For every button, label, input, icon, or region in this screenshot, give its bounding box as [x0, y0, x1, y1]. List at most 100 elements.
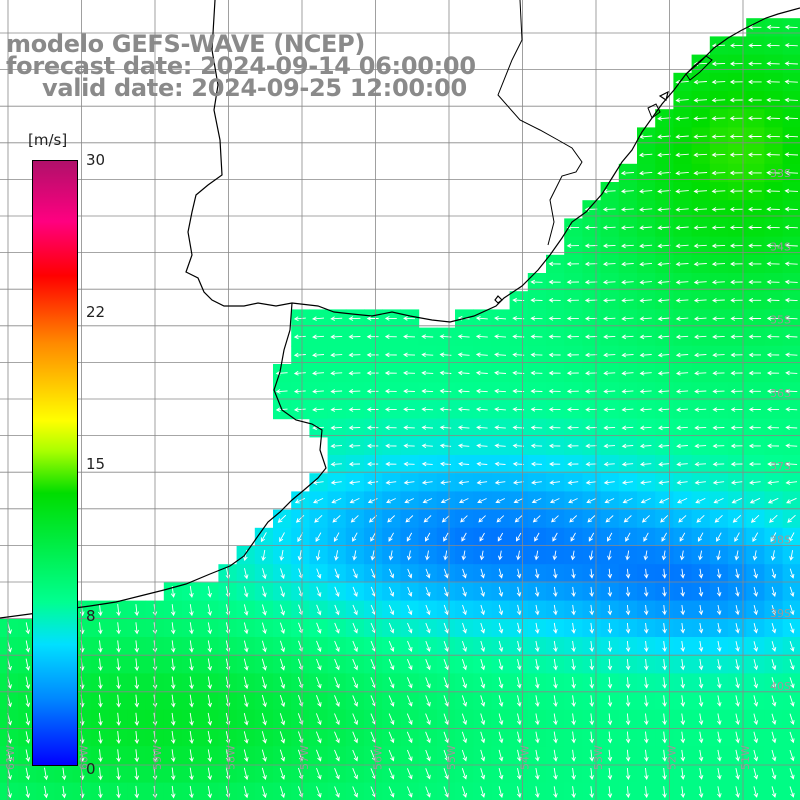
wind-arrow	[730, 334, 743, 340]
wind-arrow	[716, 623, 722, 634]
wind-arrow	[480, 749, 486, 762]
wind-arrow	[494, 334, 507, 339]
wind-arrow	[385, 480, 397, 485]
wind-arrow	[407, 586, 413, 597]
wind-arrow	[661, 550, 667, 561]
wind-arrow	[516, 713, 522, 726]
wind-arrow	[352, 731, 358, 744]
wind-arrow	[589, 767, 595, 780]
wind-arrow	[604, 498, 615, 504]
wind-arrow	[98, 712, 103, 726]
wind-arrow	[293, 370, 306, 376]
wind-arrow	[277, 514, 287, 523]
wind-arrow	[771, 568, 777, 579]
wind-arrow	[534, 604, 540, 616]
wind-arrow	[457, 425, 470, 430]
wind-arrow	[571, 695, 576, 708]
wind-arrow	[366, 334, 379, 339]
lat-label: 38S	[770, 534, 791, 547]
wind-arrow	[553, 622, 558, 634]
wind-arrow	[639, 407, 652, 413]
wind-arrow	[170, 694, 176, 708]
wind-arrow	[771, 659, 777, 671]
wind-arrow	[170, 640, 176, 653]
wind-arrow	[532, 515, 541, 523]
wind-arrow	[567, 480, 579, 485]
wind-arrow	[516, 677, 522, 689]
wind-arrow	[566, 298, 579, 303]
wind-arrow	[785, 388, 798, 394]
wind-arrow	[644, 695, 649, 708]
wind-speed-field	[0, 18, 800, 800]
wind-arrow	[98, 604, 103, 617]
wind-arrow	[766, 352, 780, 358]
wind-arrow	[443, 677, 449, 689]
wind-arrow	[621, 407, 634, 412]
wind-arrow	[457, 443, 470, 449]
wind-arrow	[735, 786, 740, 799]
wind-arrow	[566, 261, 580, 267]
colorbar-tick-15: 15	[86, 455, 106, 473]
wind-arrow	[388, 695, 395, 707]
wind-arrow	[639, 316, 652, 322]
wind-arrow	[767, 461, 779, 467]
wind-arrow	[407, 604, 413, 616]
wind-arrow	[625, 731, 631, 744]
wind-arrow	[625, 767, 631, 780]
wind-arrow	[439, 352, 452, 358]
wind-arrow	[388, 532, 394, 542]
wind-arrow	[352, 550, 357, 561]
wind-arrow	[441, 515, 450, 523]
wind-arrow	[480, 658, 486, 671]
wind-arrow	[293, 352, 306, 358]
wind-arrow	[716, 659, 722, 671]
wind-arrow	[25, 786, 31, 799]
wind-arrow	[717, 786, 722, 799]
wind-arrow	[748, 461, 761, 467]
wind-arrow	[480, 677, 486, 689]
wind-arrow	[443, 713, 449, 726]
field-cell	[782, 637, 800, 656]
wind-arrow	[406, 731, 413, 744]
wind-arrow	[753, 568, 758, 579]
wind-arrow	[657, 280, 671, 285]
wind-arrow	[771, 586, 777, 598]
wind-arrow	[116, 622, 121, 635]
wind-arrow	[589, 586, 594, 598]
wind-arrow	[403, 370, 416, 376]
wind-arrow	[587, 515, 596, 523]
wind-arrow	[680, 641, 686, 653]
wind-arrow	[116, 694, 121, 708]
wind-arrow	[729, 97, 744, 103]
wind-arrow	[366, 370, 379, 376]
wind-arrow	[535, 713, 540, 726]
wind-arrow	[770, 550, 776, 561]
wind-arrow	[170, 658, 176, 672]
wind-arrow	[753, 604, 758, 616]
wind-arrow	[279, 676, 286, 690]
wind-arrow	[753, 641, 759, 652]
wind-arrow	[98, 731, 103, 745]
wind-arrow	[421, 480, 433, 485]
wind-arrow	[786, 497, 797, 504]
wind-arrow	[425, 731, 431, 744]
wind-arrow	[243, 749, 249, 763]
wind-arrow	[620, 225, 634, 231]
wind-arrow	[680, 677, 686, 689]
wind-arrow	[425, 749, 431, 762]
wind-arrow	[771, 768, 777, 780]
wind-arrow	[458, 498, 469, 504]
wind-arrow	[462, 604, 467, 616]
wind-arrow	[134, 622, 140, 635]
wind-arrow	[662, 695, 667, 708]
wind-arrow	[675, 170, 689, 176]
wind-arrow	[752, 550, 758, 561]
wind-arrow	[134, 604, 140, 617]
wind-arrow	[476, 425, 488, 430]
wind-arrow	[730, 370, 743, 376]
wind-arrow	[498, 568, 504, 579]
wind-arrow	[675, 243, 689, 249]
wind-arrow	[607, 731, 613, 744]
wind-arrow	[261, 786, 267, 799]
wind-arrow	[43, 767, 49, 781]
